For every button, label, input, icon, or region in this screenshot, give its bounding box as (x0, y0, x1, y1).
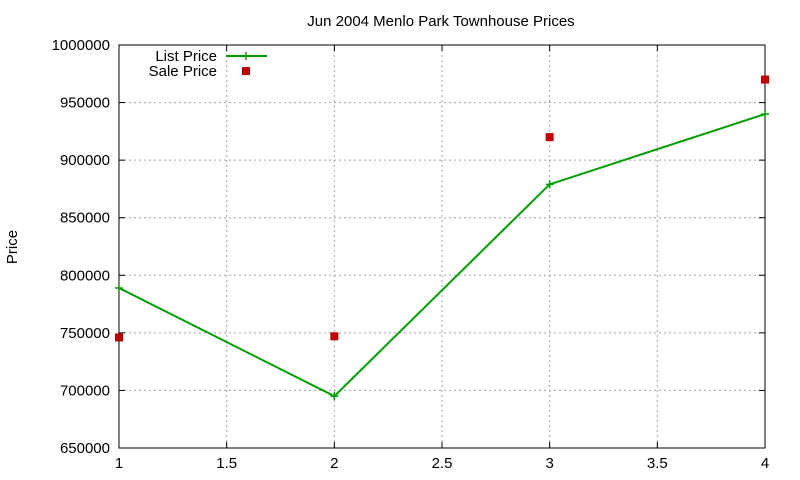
legend-label-list-price: List Price (155, 48, 217, 65)
legend-label-sale-price: Sale Price (149, 63, 217, 80)
y-axis-label: Price (4, 230, 21, 264)
legend-marker-sale-price (242, 67, 250, 75)
chart-title: Jun 2004 Menlo Park Townhouse Prices (307, 13, 574, 30)
x-tick-label: 1 (115, 455, 123, 472)
legend-marker-list-price (242, 52, 250, 60)
x-tick-label: 2 (330, 455, 338, 472)
y-tick-label: 750000 (60, 325, 110, 342)
x-tick-label: 2.5 (432, 455, 453, 472)
y-tick-label: 650000 (60, 440, 110, 457)
sale-price-point (330, 332, 339, 341)
legend: List Price Sale Price (149, 48, 267, 80)
sale-price-point (545, 133, 554, 142)
y-tick-label: 900000 (60, 152, 110, 169)
x-tick-label: 3.5 (647, 455, 668, 472)
x-tick-label: 3 (545, 455, 553, 472)
sale-price-point (761, 75, 769, 84)
y-tick-label: 850000 (60, 210, 110, 227)
y-tick-label: 1000000 (52, 37, 110, 54)
y-tick-label: 800000 (60, 267, 110, 284)
list-price-point (761, 110, 769, 119)
list-price-point (545, 180, 554, 189)
list-price-point (330, 392, 339, 401)
x-tick-label: 4 (761, 455, 769, 472)
plot-series (115, 75, 769, 401)
list-price-line (118, 113, 766, 398)
list-price-point (115, 283, 123, 292)
y-tick-label: 950000 (60, 95, 110, 112)
grid (119, 45, 765, 448)
axis-ticks: 650000 700000 750000 800000 850000 900000 9500… (52, 37, 770, 472)
sale-price-point (115, 333, 123, 342)
y-tick-label: 700000 (60, 382, 110, 399)
x-tick-label: 1.5 (216, 455, 237, 472)
